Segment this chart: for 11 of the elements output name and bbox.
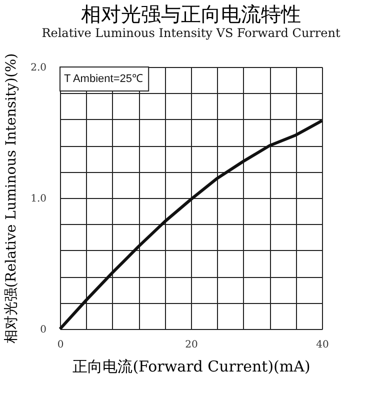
annotation: T Ambient=25℃: [64, 73, 143, 85]
chart-title: 相对光强与正向电流特性: [81, 2, 301, 26]
y-tick-label: 0: [40, 324, 46, 336]
chart-subtitle: Relative Luminous Intensity VS Forward Current: [42, 26, 340, 40]
x-tick-label: 20: [185, 340, 198, 350]
x-axis-title: 正向电流(Forward Current)(mA): [72, 358, 310, 376]
x-tick-label: 40: [316, 340, 329, 350]
x-tick-label: 0: [57, 340, 64, 350]
y-axis-title: 相对光强(Relative Luminous Intensity)(%): [4, 53, 20, 344]
y-tick-label: 2.0: [30, 62, 46, 74]
y-tick-label: 1.0: [30, 194, 46, 204]
